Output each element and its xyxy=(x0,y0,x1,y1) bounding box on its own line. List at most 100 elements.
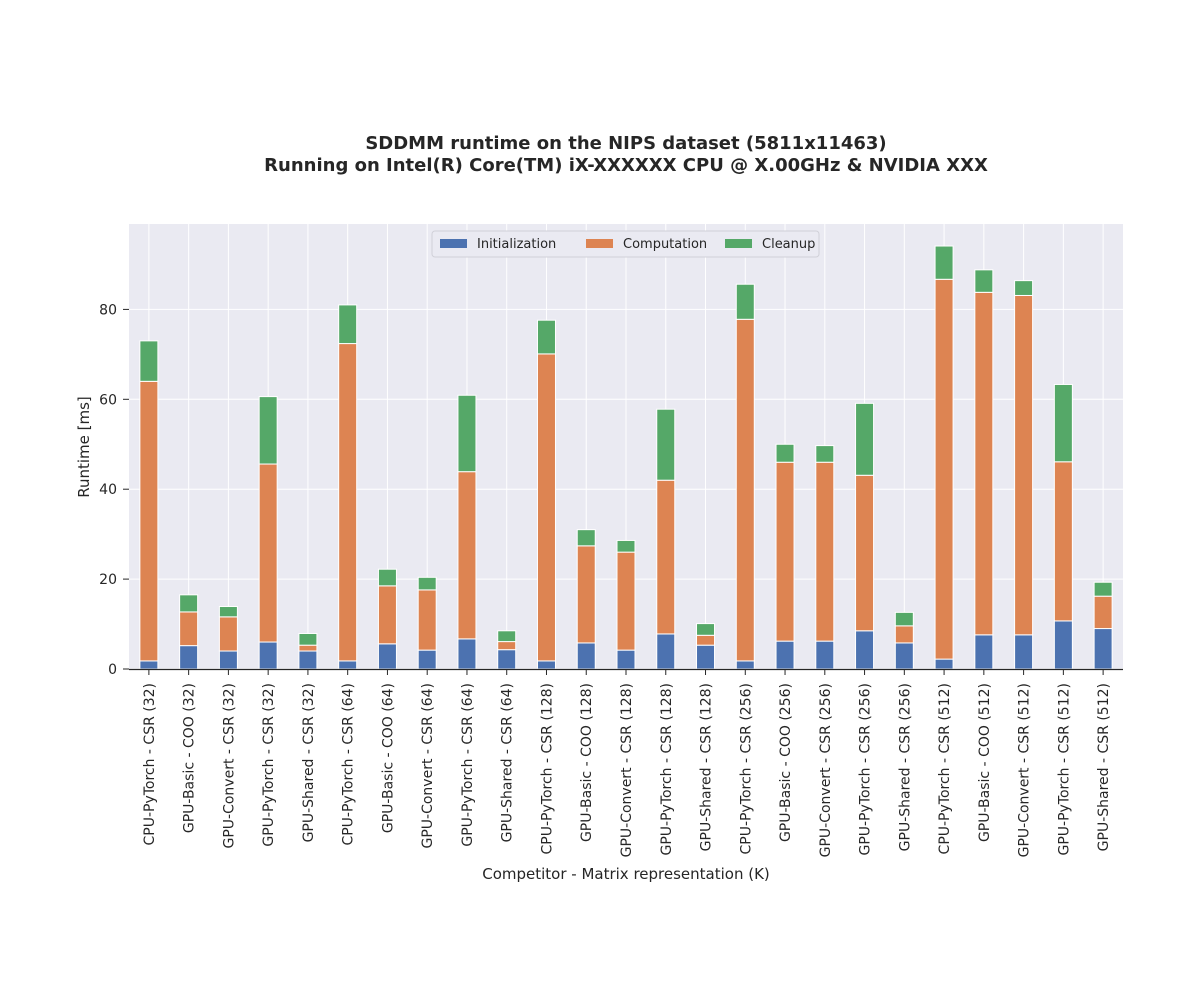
x-tick-label: GPU-Basic - COO (256) xyxy=(778,683,794,842)
x-tick-label: GPU-Convert - CSR (512) xyxy=(1017,683,1033,857)
x-tick-label: CPU-PyTorch - CSR (64) xyxy=(341,683,357,846)
bar-computation xyxy=(974,291,994,636)
bar-cleanup xyxy=(179,594,199,613)
x-tick-label: GPU-Shared - CSR (128) xyxy=(699,683,715,851)
x-tick-label: GPU-Basic - COO (32) xyxy=(182,683,198,833)
x-tick-label: GPU-Shared - CSR (256) xyxy=(897,683,913,851)
bar-initialization xyxy=(417,649,437,670)
bar-cleanup xyxy=(377,568,397,587)
x-tick-label: GPU-PyTorch - CSR (32) xyxy=(261,683,277,847)
legend-label-initialization: Initialization xyxy=(477,237,556,252)
x-tick-label: GPU-PyTorch - CSR (256) xyxy=(858,683,874,856)
bar-cleanup xyxy=(974,269,994,293)
bars xyxy=(139,245,1113,670)
bar-cleanup xyxy=(656,408,676,481)
bar-initialization xyxy=(497,649,517,670)
y-tick-label: 40 xyxy=(99,482,117,498)
bar-initialization xyxy=(457,638,477,670)
bar-cleanup xyxy=(457,394,477,473)
bar-computation xyxy=(298,644,318,652)
x-tick-label: CPU-PyTorch - CSR (32) xyxy=(142,683,158,846)
bar-cleanup xyxy=(894,611,914,627)
bar-computation xyxy=(616,551,636,651)
bar-computation xyxy=(1093,595,1113,630)
x-tick-label: GPU-Convert - CSR (128) xyxy=(619,683,635,857)
bar-computation xyxy=(417,589,437,651)
legend-box xyxy=(431,230,820,258)
y-tick-label: 60 xyxy=(99,392,117,408)
bar-cleanup xyxy=(218,606,238,618)
bar-computation xyxy=(258,463,278,643)
x-tick-label: GPU-PyTorch - CSR (64) xyxy=(460,683,476,847)
bar-computation xyxy=(576,545,596,644)
bar-initialization xyxy=(855,630,875,670)
bar-cleanup xyxy=(1014,280,1034,296)
bar-initialization xyxy=(974,634,994,670)
bar-initialization xyxy=(815,640,835,670)
x-tick-label: GPU-Convert - CSR (256) xyxy=(818,683,834,857)
y-axis-label: Runtime [ms] xyxy=(75,396,93,498)
y-tick-label: 80 xyxy=(99,302,117,318)
bar-computation xyxy=(656,479,676,635)
bar-cleanup xyxy=(139,340,159,382)
x-tick-label: GPU-PyTorch - CSR (128) xyxy=(659,683,675,856)
bar-initialization xyxy=(576,642,596,670)
bar-computation xyxy=(338,343,358,662)
legend-swatch-computation xyxy=(586,239,613,248)
bar-cleanup xyxy=(696,623,716,636)
bar-initialization xyxy=(1053,620,1073,670)
bar-cleanup xyxy=(855,402,875,476)
bar-computation xyxy=(735,318,755,662)
x-tick-label: GPU-Basic - COO (128) xyxy=(579,683,595,842)
bar-cleanup xyxy=(417,576,437,591)
bar-cleanup xyxy=(338,304,358,345)
bar-initialization xyxy=(656,633,676,670)
bar-computation xyxy=(855,474,875,632)
bar-initialization xyxy=(179,645,199,670)
x-tick-label: GPU-Shared - CSR (64) xyxy=(500,683,516,842)
bar-cleanup xyxy=(258,396,278,465)
bar-initialization xyxy=(616,649,636,670)
legend: Initialization Computation Cleanup xyxy=(431,230,820,258)
bar-computation xyxy=(696,634,716,646)
bar-initialization xyxy=(775,640,795,670)
x-tick-label: CPU-PyTorch - CSR (128) xyxy=(539,683,555,854)
x-tick-label: CPU-PyTorch - CSR (512) xyxy=(937,683,953,854)
y-tick-label: 0 xyxy=(108,662,117,678)
bar-computation xyxy=(1053,461,1073,622)
bar-cleanup xyxy=(1053,383,1073,463)
bar-computation xyxy=(1014,294,1034,636)
x-tick-label: GPU-Convert - CSR (64) xyxy=(420,683,436,848)
bar-initialization xyxy=(298,650,318,670)
x-tick-label: GPU-Shared - CSR (32) xyxy=(301,683,317,842)
bar-initialization xyxy=(934,658,954,670)
legend-label-computation: Computation xyxy=(623,237,707,252)
bar-cleanup xyxy=(536,319,556,355)
x-tick-label: GPU-Convert - CSR (32) xyxy=(221,683,237,848)
bar-cleanup xyxy=(934,245,954,280)
chart-title: SDDMM runtime on the NIPS dataset (5811x… xyxy=(365,133,886,154)
bar-initialization xyxy=(735,660,755,670)
bar-computation xyxy=(775,461,795,642)
bar-computation xyxy=(179,611,199,647)
x-tick-label: GPU-PyTorch - CSR (512) xyxy=(1056,683,1072,856)
bar-computation xyxy=(139,380,159,662)
bar-computation xyxy=(815,461,835,642)
bar-cleanup xyxy=(735,283,755,320)
x-tick-label: GPU-Shared - CSR (512) xyxy=(1096,683,1112,851)
y-tick-label: 20 xyxy=(99,572,117,588)
bar-initialization xyxy=(696,644,716,670)
bar-cleanup xyxy=(815,445,835,463)
legend-label-cleanup: Cleanup xyxy=(762,237,815,252)
bar-initialization xyxy=(218,650,238,670)
chart-subtitle: Running on Intel(R) Core(TM) iX-XXXXXX C… xyxy=(264,155,988,176)
x-axis-label: Competitor - Matrix representation (K) xyxy=(482,865,770,883)
x-axis-ticks: CPU-PyTorch - CSR (32) GPU-Basic - COO (3… xyxy=(142,669,1112,857)
bar-cleanup xyxy=(616,539,636,553)
bar-initialization xyxy=(139,660,159,670)
bar-computation xyxy=(934,278,954,660)
bar-initialization xyxy=(1093,628,1113,670)
bar-computation xyxy=(894,625,914,644)
